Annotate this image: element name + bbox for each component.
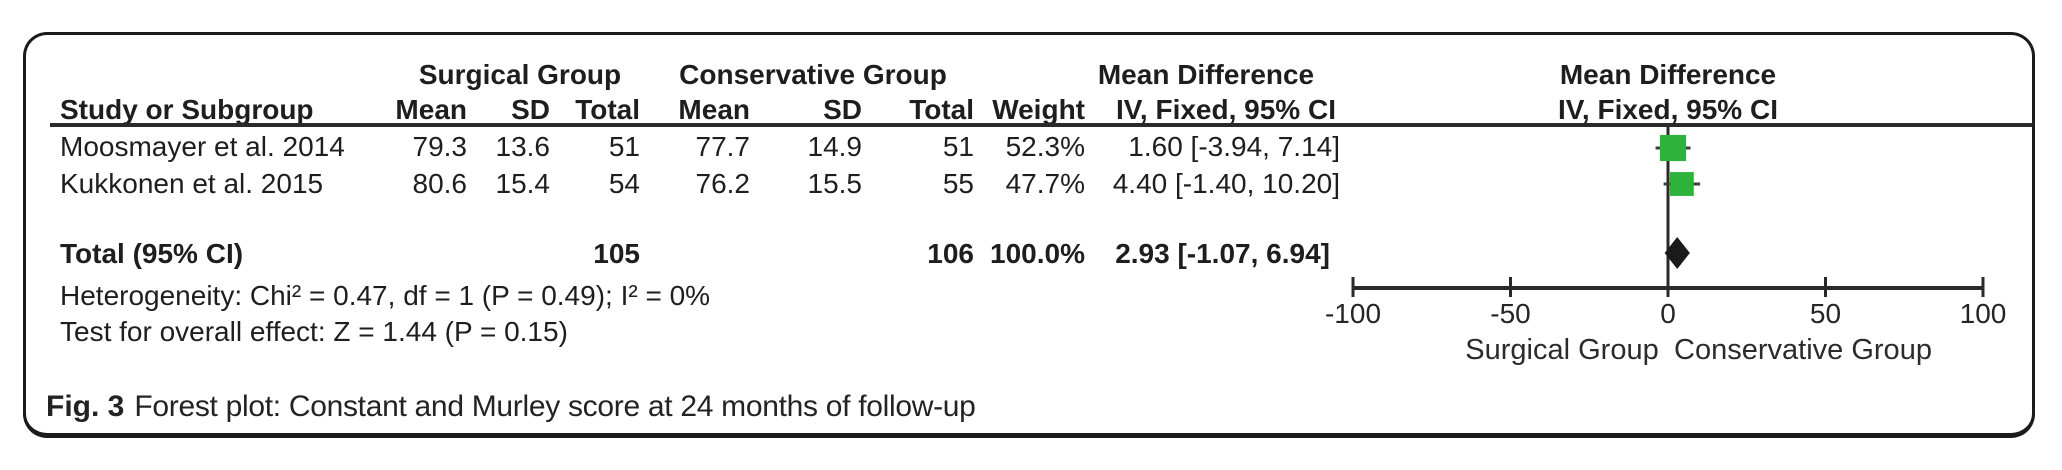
table-row-cell: 80.6 [412,168,468,199]
table-row-cell: 14.9 [807,131,863,162]
table-row-cell: 77.7 [695,131,751,162]
conservative-group-header: Conservative Group [679,59,947,90]
column-header-conservative-mean: Mean [678,94,750,125]
total-row-conservative-total: 106 [927,238,974,269]
table-row-cell: 76.2 [695,168,751,199]
table-row-weight: 52.3% [1005,131,1085,162]
table-row-weight: 47.7% [1005,168,1085,199]
total-row-label: Total (95% CI) [60,238,244,269]
column-header-conservative-sd: SD [823,94,862,125]
axis-label-surgical-group: Surgical Group [1465,334,1659,366]
axis-tick-label: -50 [1490,298,1531,329]
column-header-surgical-sd: SD [511,94,550,125]
table-row-cell: 51 [942,131,974,162]
total-row-surgical-total: 105 [593,238,640,269]
figure-caption-text: Forest plot: Constant and Murley score a… [134,390,976,423]
mean-difference-header-left: Mean Difference [1097,59,1315,90]
column-header-weight: Weight [992,94,1085,125]
column-header-ci: IV, Fixed, 95% CI [1116,94,1336,125]
column-header-ci-right: IV, Fixed, 95% CI [1558,94,1778,125]
table-row-cell: 51 [608,131,640,162]
figure-border-box [23,32,2035,438]
axis-tick-label: -100 [1324,298,1382,329]
axis-label-conservative-group: Conservative Group [1674,334,1932,366]
table-row-cell: 13.6 [495,131,551,162]
column-header-surgical-total: Total [575,94,640,125]
overall-effect-text: Test for overall effect: Z = 1.44 (P = 0… [60,316,568,347]
table-row-cell: 15.5 [807,168,863,199]
table-row-cell: 54 [608,168,640,199]
heterogeneity-text: Heterogeneity: Chi² = 0.47, df = 1 (P = … [60,280,711,311]
total-row-ci-text: 2.93 [-1.07, 6.94] [1115,238,1330,269]
table-row-study-name: Moosmayer et al. 2014 [60,131,345,162]
figure-caption-number: Fig. 3 [46,390,125,423]
table-row-cell: 15.4 [495,168,551,199]
table-row-cell: 79.3 [412,131,468,162]
axis-tick-label: 50 [1809,298,1842,329]
column-header-surgical-mean: Mean [395,94,467,125]
table-row-ci-text: 1.60 [-3.94, 7.14] [1128,131,1340,162]
figure-caption: Fig. 3 Forest plot: Constant and Murley s… [46,390,976,424]
table-row-study-name: Kukkonen et al. 2015 [60,168,324,199]
header-rule [50,123,2033,127]
table-row-ci-text: 4.40 [-1.40, 10.20] [1112,168,1340,199]
total-row-weight: 100.0% [990,238,1085,269]
mean-difference-header-right: Mean Difference [1559,59,1777,90]
table-row-cell: 55 [942,168,974,199]
surgical-group-header: Surgical Group [418,59,622,90]
column-header-conservative-total: Total [909,94,974,125]
axis-tick-label: 0 [1660,298,1676,329]
axis-tick-label: 100 [1959,298,2007,329]
column-header-study: Study or Subgroup [60,94,314,125]
